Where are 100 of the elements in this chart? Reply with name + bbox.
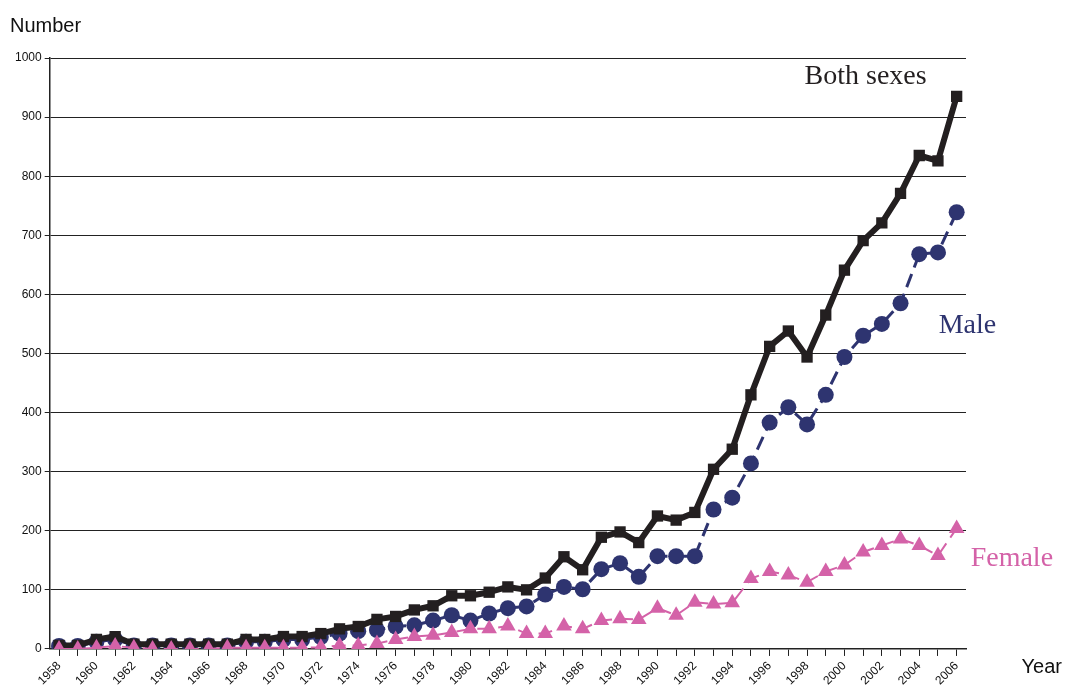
point [820, 309, 832, 321]
point [761, 562, 778, 577]
y-tick-label: 100 [21, 582, 43, 597]
point [558, 551, 570, 563]
point [109, 630, 121, 643]
point [556, 616, 572, 631]
point [408, 604, 420, 616]
point [612, 609, 628, 624]
point [911, 536, 928, 551]
point [817, 562, 834, 577]
point [443, 623, 460, 637]
point [612, 555, 629, 572]
point [836, 349, 853, 366]
point [838, 264, 851, 276]
point [352, 620, 364, 633]
point [742, 455, 759, 472]
point [932, 155, 944, 167]
point [593, 561, 610, 578]
series-label: Female [970, 540, 1054, 572]
point [443, 607, 460, 624]
y-tick-label: 700 [21, 227, 43, 242]
point [387, 630, 404, 644]
point [686, 548, 703, 565]
point [745, 389, 757, 401]
point [687, 593, 703, 607]
y-tick-label: 200 [21, 523, 43, 538]
point [836, 556, 853, 570]
point [649, 548, 666, 565]
point [743, 569, 759, 584]
y-tick-label: 0 [35, 641, 43, 656]
point [670, 514, 682, 526]
point [555, 578, 572, 595]
point [520, 584, 533, 596]
point [614, 526, 626, 538]
x-axis-title: Year [1021, 654, 1063, 677]
point [518, 624, 535, 639]
point [633, 536, 645, 549]
point [668, 548, 685, 565]
point [689, 506, 701, 519]
point [801, 351, 813, 363]
point [726, 443, 738, 455]
point [707, 463, 720, 475]
y-tick-label: 1000 [14, 50, 43, 65]
point [780, 566, 797, 580]
point [892, 295, 909, 312]
point [537, 586, 554, 603]
point [576, 564, 589, 576]
point [855, 543, 871, 557]
point [929, 244, 946, 261]
y-tick-label: 800 [21, 168, 43, 183]
point [539, 572, 551, 584]
point [595, 531, 608, 543]
point [630, 610, 647, 624]
y-tick-label: 900 [21, 109, 43, 124]
point [499, 600, 516, 617]
point [389, 610, 402, 623]
point [649, 599, 666, 613]
point [481, 605, 498, 622]
point [761, 414, 778, 431]
point [296, 630, 308, 643]
point [817, 386, 834, 403]
point [782, 325, 795, 337]
point [668, 606, 684, 620]
point [651, 510, 664, 522]
point [724, 593, 741, 608]
point [874, 536, 890, 551]
point [855, 327, 872, 344]
series-label: Male [938, 307, 997, 339]
series-label: Both sexes [804, 58, 927, 90]
point [369, 634, 385, 649]
point [350, 636, 367, 649]
point [500, 616, 516, 631]
point [705, 501, 722, 518]
point [425, 612, 442, 629]
y-tick-label: 600 [21, 286, 43, 301]
point [894, 187, 907, 199]
y-tick-label: 300 [21, 463, 43, 478]
point [593, 611, 610, 626]
point [371, 613, 383, 626]
point [315, 627, 327, 640]
point [930, 546, 946, 561]
point [630, 568, 647, 585]
point [406, 617, 423, 634]
point [502, 581, 514, 593]
y-tick-label: 500 [21, 345, 43, 360]
point [277, 630, 290, 643]
point [574, 619, 591, 634]
point [333, 623, 346, 635]
point [948, 519, 965, 533]
point [705, 595, 722, 609]
y-tick-label: 400 [21, 404, 43, 419]
point [537, 624, 554, 639]
point [876, 217, 888, 229]
point [406, 627, 423, 642]
point [950, 90, 963, 103]
point [462, 619, 479, 634]
point [780, 399, 797, 416]
point [331, 636, 348, 649]
point [425, 626, 441, 640]
point [518, 598, 535, 615]
